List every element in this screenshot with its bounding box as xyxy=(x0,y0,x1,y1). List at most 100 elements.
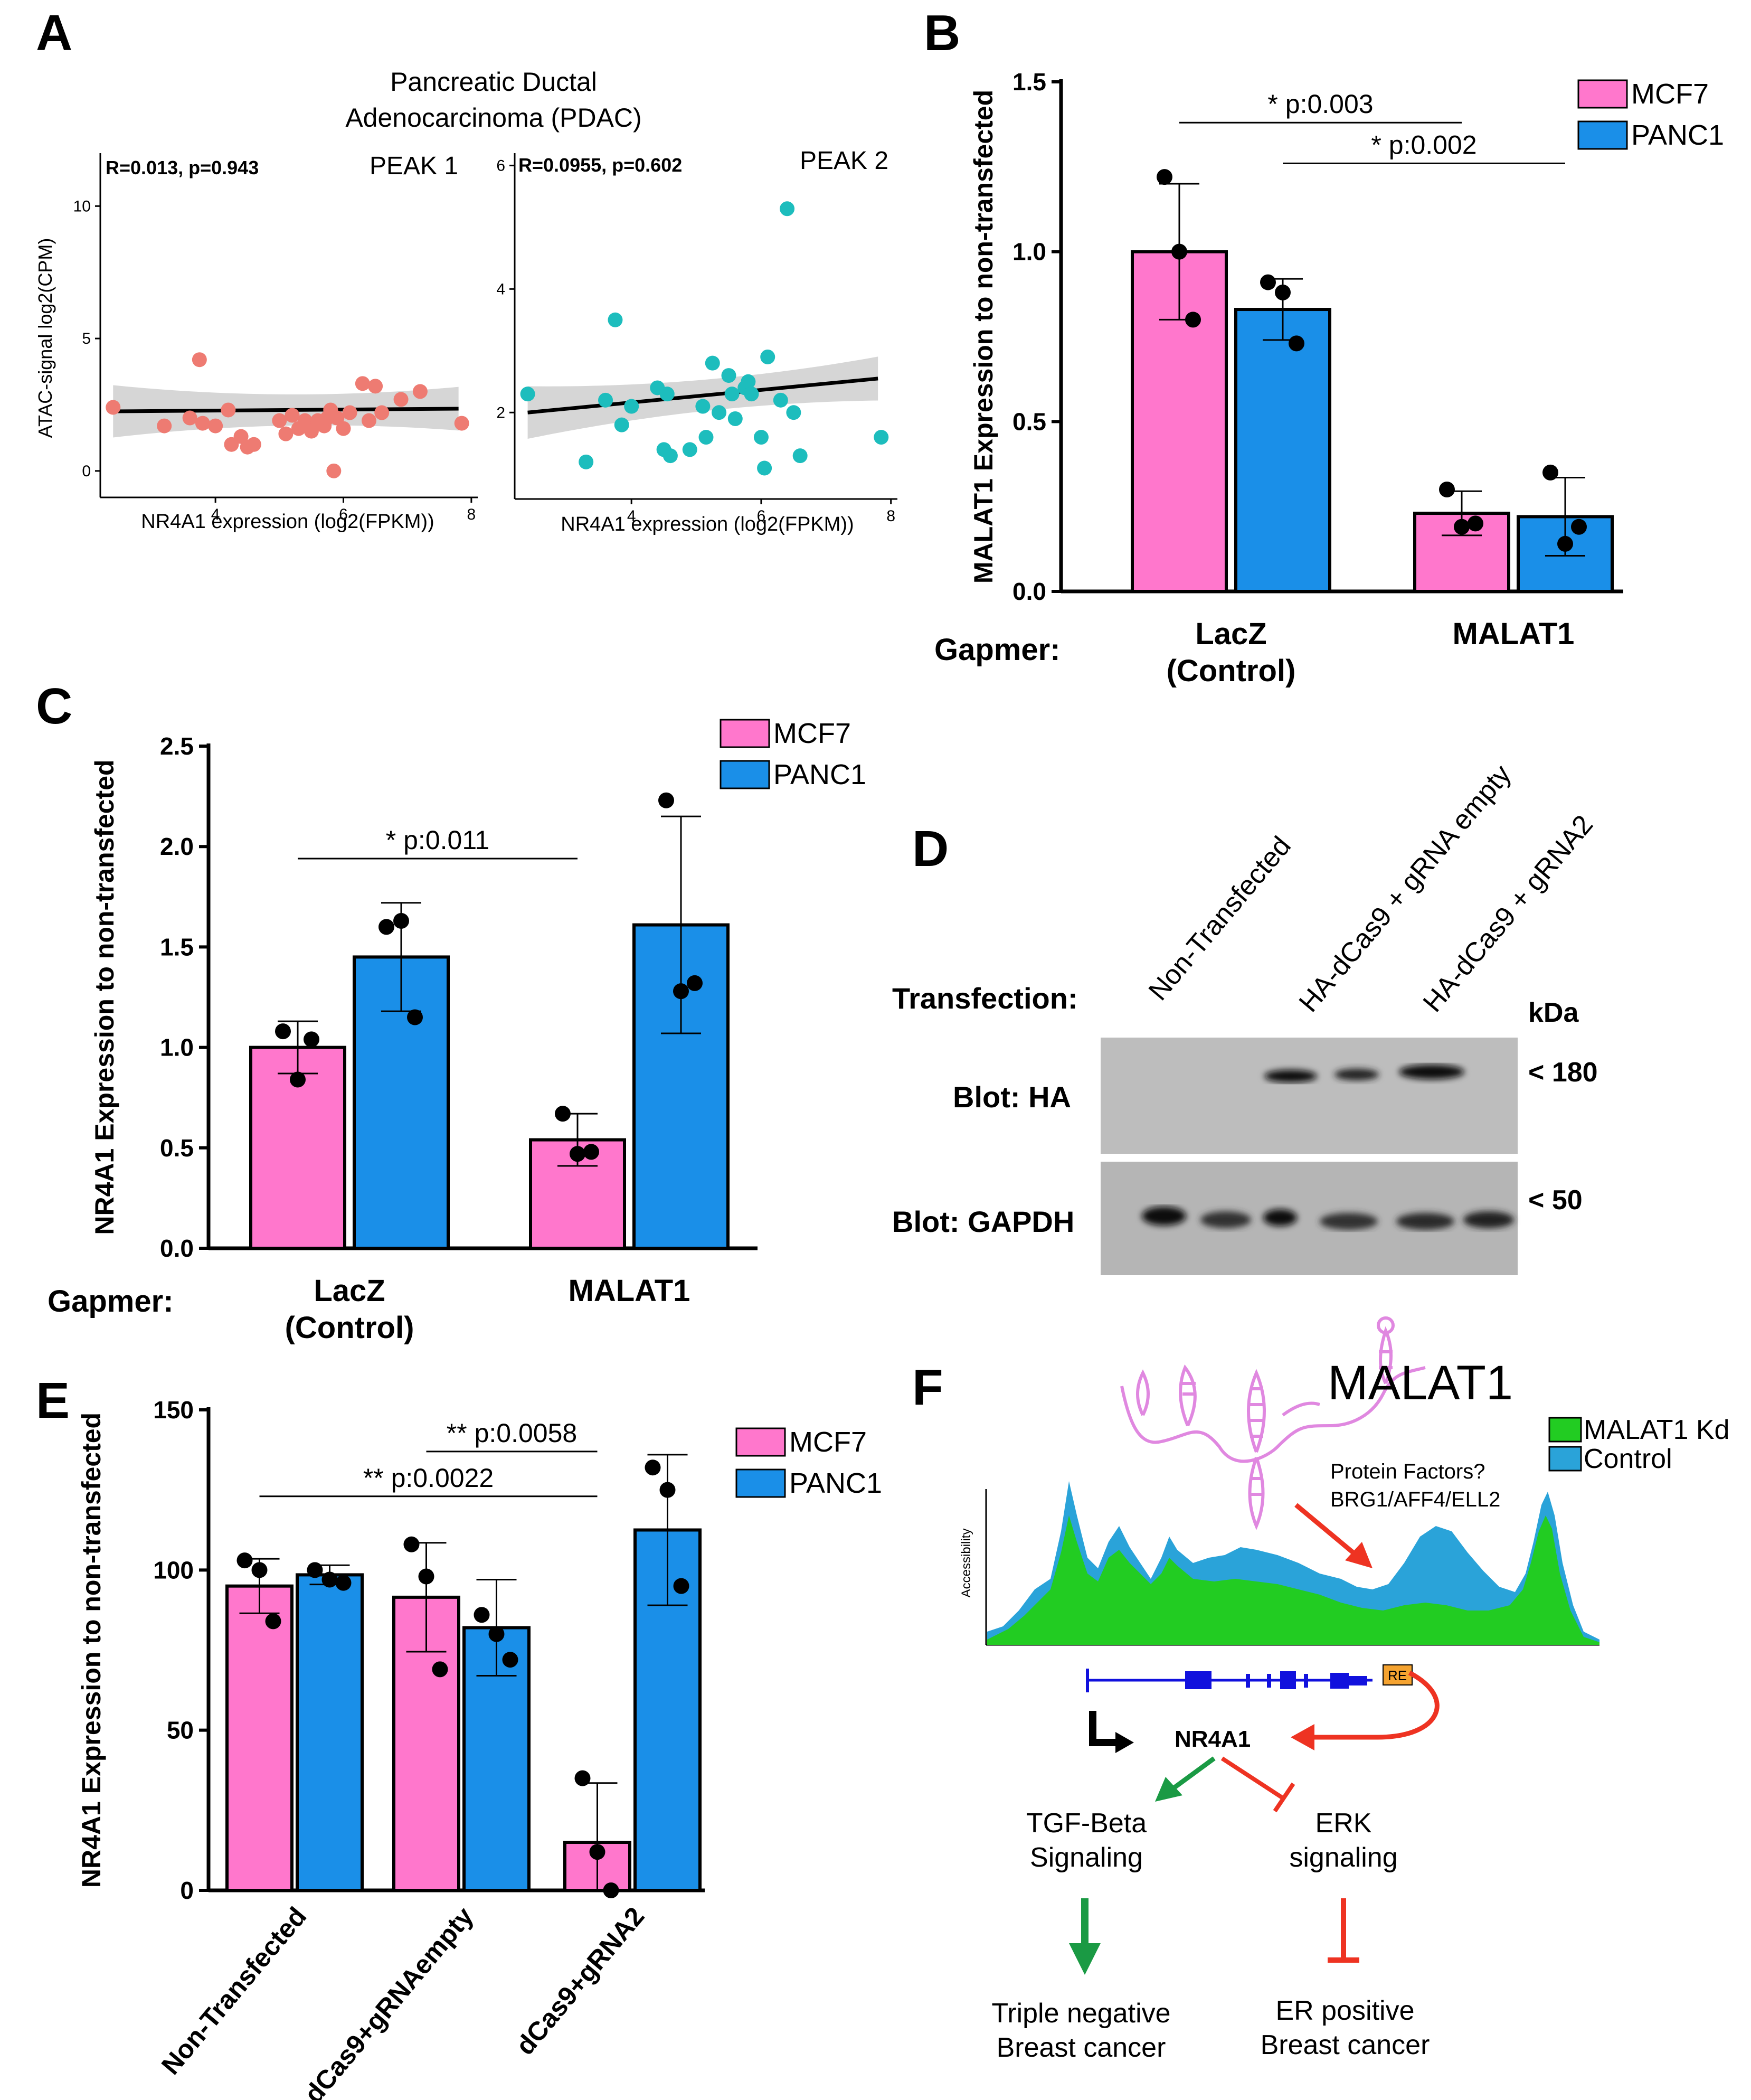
c-data-point xyxy=(275,1023,291,1040)
a1-point xyxy=(272,413,287,428)
b-sig-label: * p:0.003 xyxy=(1267,89,1373,119)
peak1-stats: R=0.013, p=0.943 xyxy=(106,157,259,178)
a1-point xyxy=(329,410,345,426)
a1-ytick-label: 5 xyxy=(82,330,91,347)
e-data-point xyxy=(307,1562,323,1578)
e-bar-panc1 xyxy=(296,1573,364,1892)
e-category-label: dCas9+gRNAempty xyxy=(298,1901,479,2100)
a1-point xyxy=(157,418,172,434)
e-sig-label: ** p:0.0022 xyxy=(363,1463,494,1493)
e-data-point xyxy=(645,1459,661,1476)
panel-letter-e: E xyxy=(36,1372,70,1429)
e-data-point xyxy=(488,1626,505,1642)
tgf-arrow xyxy=(1173,1756,1216,1790)
re-to-nr4a1-arrow-head xyxy=(1291,1724,1314,1750)
c-legend-label: MCF7 xyxy=(773,718,851,749)
er-line1: ER positive xyxy=(1276,1995,1415,2026)
a2-point xyxy=(792,448,808,464)
e-category-label: dCas9+gRNA2 xyxy=(510,1901,650,2060)
ha-band-lane5 xyxy=(1399,1065,1464,1079)
e-data-point xyxy=(589,1844,605,1860)
a2-point xyxy=(760,349,775,364)
b-group-prefix: Gapmer: xyxy=(934,633,1061,667)
a2-point xyxy=(744,387,759,402)
a2-point xyxy=(520,387,535,402)
a1-point xyxy=(297,413,313,428)
e-bar-mcf7 xyxy=(392,1595,460,1892)
a2-ytick-label: 4 xyxy=(496,280,505,298)
c-ytick-label: 2.5 xyxy=(160,732,194,760)
b-bar-panc1 xyxy=(1234,308,1331,593)
c-group-prefix: Gapmer: xyxy=(48,1284,174,1319)
er-line2: Breast cancer xyxy=(1261,2030,1430,2060)
ha-bands xyxy=(1264,1065,1464,1082)
e-data-point xyxy=(603,1882,619,1898)
a1-point xyxy=(454,416,469,431)
legend-kd-label: MALAT1 Kd xyxy=(1584,1415,1729,1445)
c-ytick-label: 1.0 xyxy=(160,1034,194,1061)
a1-point xyxy=(278,426,294,441)
a2-point xyxy=(614,417,629,432)
a2-point xyxy=(579,454,594,469)
gapdh-band-lane3 xyxy=(1263,1209,1297,1226)
panel-letter-c: C xyxy=(36,678,72,734)
tss-arrow-head xyxy=(1115,1732,1134,1753)
a1-point xyxy=(326,463,342,478)
e-data-point xyxy=(418,1568,434,1585)
peak1-ticks: 4 6 8 0 5 10 xyxy=(73,197,476,523)
e-data-point xyxy=(673,1578,689,1594)
e-data-point xyxy=(236,1552,253,1569)
a2-point xyxy=(874,430,889,445)
gapdh-band-lane5 xyxy=(1396,1213,1454,1230)
panel-a-title-line1: Pancreatic Ductal xyxy=(390,67,597,97)
b-data-point xyxy=(1260,274,1276,290)
e-legend-swatch xyxy=(735,1468,786,1498)
a1-ytick-label: 0 xyxy=(82,463,91,480)
a2-ytick-label: 6 xyxy=(496,157,505,174)
e-bar-mcf7 xyxy=(225,1584,294,1892)
panel-a-ylabel: ATAC-signal log2(CPM) xyxy=(34,238,56,438)
blot-ha-label: Blot: HA xyxy=(953,1080,1071,1114)
a1-point xyxy=(246,437,261,452)
e-data-point xyxy=(659,1482,676,1498)
protein-arrow-head xyxy=(1345,1542,1373,1568)
c-ytick-label: 0.5 xyxy=(160,1134,194,1162)
e-ytick-label: 150 xyxy=(153,1396,194,1424)
e-sig-label: ** p:0.0058 xyxy=(447,1418,577,1448)
a1-point xyxy=(233,429,249,444)
c-data-point xyxy=(304,1031,319,1048)
b-ytick-label: 1.0 xyxy=(1012,238,1046,266)
tgf-line2: Signaling xyxy=(1030,1842,1143,1873)
a2-point xyxy=(780,201,795,216)
c-ylabel: NR4A1 Expression to non-transfected xyxy=(90,759,119,1235)
c-legend-swatch xyxy=(720,760,770,789)
panel-a-title-line2: Adenocarcinoma (PDAC) xyxy=(345,103,641,133)
nr4a1-gene-label: NR4A1 xyxy=(1175,1726,1251,1752)
e-legend-swatch xyxy=(735,1427,786,1457)
peak1-xlabel: NR4A1 expression (log2(FPKM)) xyxy=(141,511,434,533)
e-data-point xyxy=(403,1536,420,1552)
panel-f-title: MALAT1 xyxy=(1328,1356,1513,1410)
c-data-point xyxy=(658,792,674,808)
a1-point xyxy=(368,379,383,394)
peak2-plot: 4 6 8 2 4 6 R=0.0955, p=0.602 PEAK 2 NR4A1 ex… xyxy=(496,147,897,535)
c-data-point xyxy=(290,1071,306,1088)
e-legend-label: MCF7 xyxy=(789,1426,867,1458)
protein-factors-line2: BRG1/AFF4/ELL2 xyxy=(1330,1488,1500,1511)
tgf-arrow-head xyxy=(1155,1777,1182,1802)
b-data-point xyxy=(1454,519,1470,535)
a2-point xyxy=(695,399,711,414)
panel-b-chart: 0.0 0.5 1.0 1.5 MALAT1 Expression to non-tra… xyxy=(934,68,1724,688)
a1-point xyxy=(285,408,300,423)
erk-inhibition xyxy=(1220,1756,1284,1800)
a2-ytick-label: 2 xyxy=(496,404,505,421)
e-data-point xyxy=(265,1613,281,1630)
b-category-label: (Control) xyxy=(1167,654,1296,688)
a1-point xyxy=(374,405,390,420)
panel-letter-f: F xyxy=(912,1359,943,1416)
a2-point xyxy=(598,392,613,408)
c-category-label: MALAT1 xyxy=(569,1274,690,1308)
re-box xyxy=(1383,1664,1413,1685)
blot-gapdh-label: Blot: GAPDH xyxy=(892,1205,1074,1238)
erk-line2: signaling xyxy=(1289,1842,1397,1873)
